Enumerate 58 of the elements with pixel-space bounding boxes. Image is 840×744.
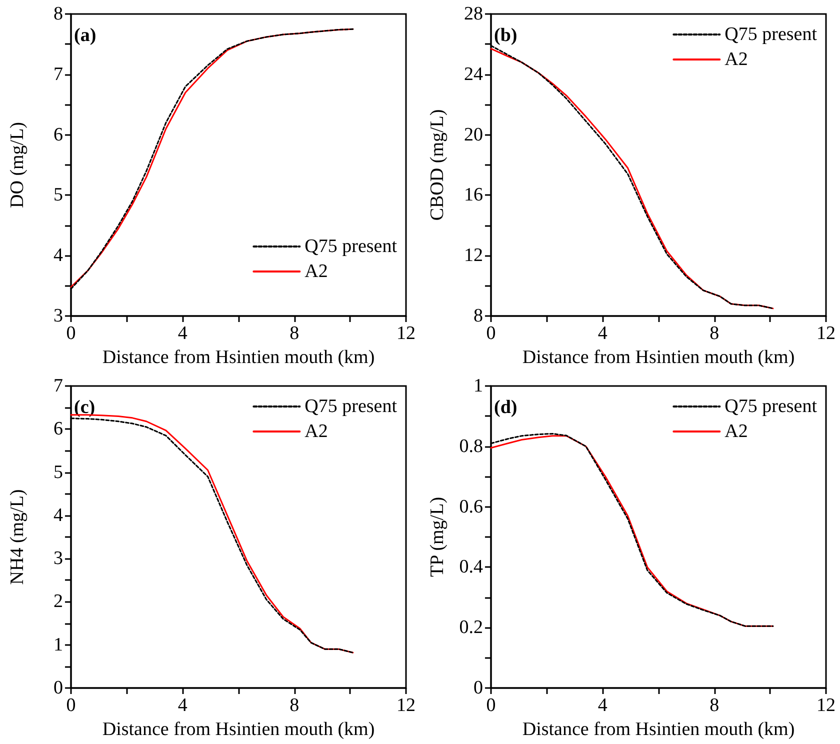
x-tick-label: 8	[710, 695, 720, 716]
x-axis-title: Distance from Hsintien mouth (km)	[522, 346, 795, 368]
x-tick-label: 12	[816, 695, 836, 716]
legend-label: Q75 present	[724, 396, 818, 417]
y-tick-label: 24	[464, 64, 484, 85]
x-tick-label: 12	[396, 323, 416, 344]
y-tick-label: 0.6	[459, 496, 483, 518]
y-tick-label: 6	[54, 124, 63, 146]
y-tick-label: 0	[474, 678, 483, 698]
y-tick-label: 2	[54, 591, 63, 612]
y-tick-label: 12	[464, 245, 483, 266]
x-tick-label: 4	[598, 323, 608, 344]
annotation: (a)	[74, 25, 96, 46]
x-tick-label: 8	[710, 323, 720, 344]
y-tick-label: 8	[474, 306, 483, 326]
y-tick-label: 6	[54, 418, 63, 440]
legend-label: A2	[304, 261, 328, 282]
y-axis-title: DO (mg/L)	[7, 122, 28, 208]
y-tick-label: 0.8	[459, 436, 483, 457]
x-axis-title: Distance from Hsintien mouth (km)	[102, 346, 375, 368]
y-tick-label: 28	[464, 4, 483, 24]
legend-label: Q75 present	[304, 236, 398, 257]
legend-label: A2	[304, 421, 328, 442]
annotation: (c)	[74, 397, 96, 418]
x-tick-label: 12	[816, 323, 836, 344]
y-tick-label: 7	[54, 64, 63, 85]
y-tick-label: 4	[54, 245, 64, 266]
x-tick-label: 4	[178, 323, 188, 344]
y-axis-title: TP (mg/L)	[427, 496, 448, 578]
y-tick-label: 8	[54, 4, 63, 24]
y-axis-title: CBOD (mg/L)	[427, 109, 448, 221]
y-tick-label: 0.4	[459, 556, 484, 578]
y-tick-label: 3	[54, 548, 63, 570]
y-tick-label: 3	[54, 306, 63, 326]
annotation: (b)	[494, 25, 518, 46]
x-tick-label: 12	[396, 695, 416, 716]
y-tick-label: 0	[54, 678, 63, 698]
x-tick-label: 4	[178, 695, 188, 716]
legend-label: Q75 present	[724, 24, 818, 45]
annotation: (d)	[494, 397, 518, 418]
legend-label: Q75 present	[304, 396, 398, 417]
y-tick-label: 4	[54, 504, 64, 526]
y-tick-label: 5	[54, 184, 63, 206]
x-tick-label: 4	[598, 695, 608, 716]
x-tick-label: 8	[290, 323, 300, 344]
legend-label: A2	[724, 49, 748, 70]
y-tick-label: 16	[464, 184, 483, 206]
y-tick-label: 0.2	[459, 617, 483, 638]
x-axis-title: Distance from Hsintien mouth (km)	[102, 718, 375, 740]
y-tick-label: 20	[464, 124, 483, 146]
y-tick-label: 7	[54, 376, 63, 396]
x-axis-title: Distance from Hsintien mouth (km)	[522, 718, 795, 740]
legend-label: A2	[724, 421, 748, 442]
x-tick-label: 8	[290, 695, 300, 716]
y-axis-title: NH4 (mg/L)	[7, 489, 28, 585]
y-tick-label: 5	[54, 462, 63, 483]
y-tick-label: 1	[54, 634, 63, 656]
y-tick-label: 1	[474, 376, 483, 396]
